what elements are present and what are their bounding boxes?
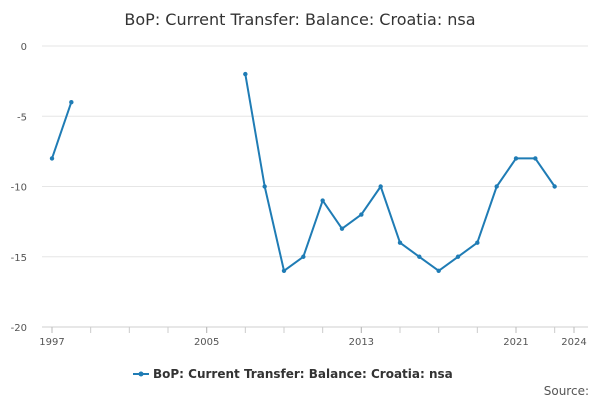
data-point[interactable] — [533, 156, 538, 161]
data-point[interactable] — [494, 184, 499, 189]
data-point[interactable] — [69, 100, 74, 105]
data-point[interactable] — [513, 156, 519, 161]
y-tick-label: -10 — [11, 183, 27, 194]
data-point[interactable] — [262, 184, 267, 189]
x-tick-label: 1997 — [39, 337, 64, 348]
data-point[interactable] — [320, 198, 325, 203]
data-point[interactable] — [301, 254, 306, 259]
series-layer — [49, 71, 557, 273]
legend[interactable]: BoP: Current Transfer: Balance: Croatia:… — [133, 367, 453, 381]
grid — [42, 45, 588, 328]
data-point[interactable] — [455, 254, 461, 259]
data-point[interactable] — [359, 212, 364, 217]
y-tick-label: -20 — [11, 323, 27, 334]
data-point[interactable] — [475, 240, 480, 245]
x-tick-label: 2024 — [561, 337, 586, 348]
legend-label: BoP: Current Transfer: Balance: Croatia:… — [153, 367, 453, 381]
x-tick-label: 2021 — [503, 337, 528, 348]
x-axis: 1997 2005 2013 2021 2024 — [39, 327, 587, 348]
data-point[interactable] — [397, 240, 403, 245]
data-point[interactable] — [49, 156, 55, 161]
data-point[interactable] — [436, 268, 441, 273]
x-tick-label: 2013 — [349, 337, 374, 348]
y-tick-label: -15 — [11, 253, 27, 264]
data-point[interactable] — [281, 268, 287, 273]
source-label[interactable]: Source: — [544, 384, 589, 398]
data-point[interactable] — [417, 254, 422, 259]
y-tick-label: 0 — [21, 42, 27, 53]
y-axis: 0 -5 -10 -15 -20 — [11, 42, 27, 334]
legend-marker-icon — [138, 371, 144, 377]
data-point[interactable] — [339, 226, 345, 231]
x-tick-label: 2005 — [194, 337, 219, 348]
data-point[interactable] — [243, 71, 248, 77]
series-line — [51, 101, 73, 160]
data-point[interactable] — [378, 184, 383, 189]
data-point[interactable] — [552, 184, 557, 189]
y-tick-label: -5 — [17, 112, 27, 123]
chart-title: BoP: Current Transfer: Balance: Croatia:… — [124, 10, 475, 29]
